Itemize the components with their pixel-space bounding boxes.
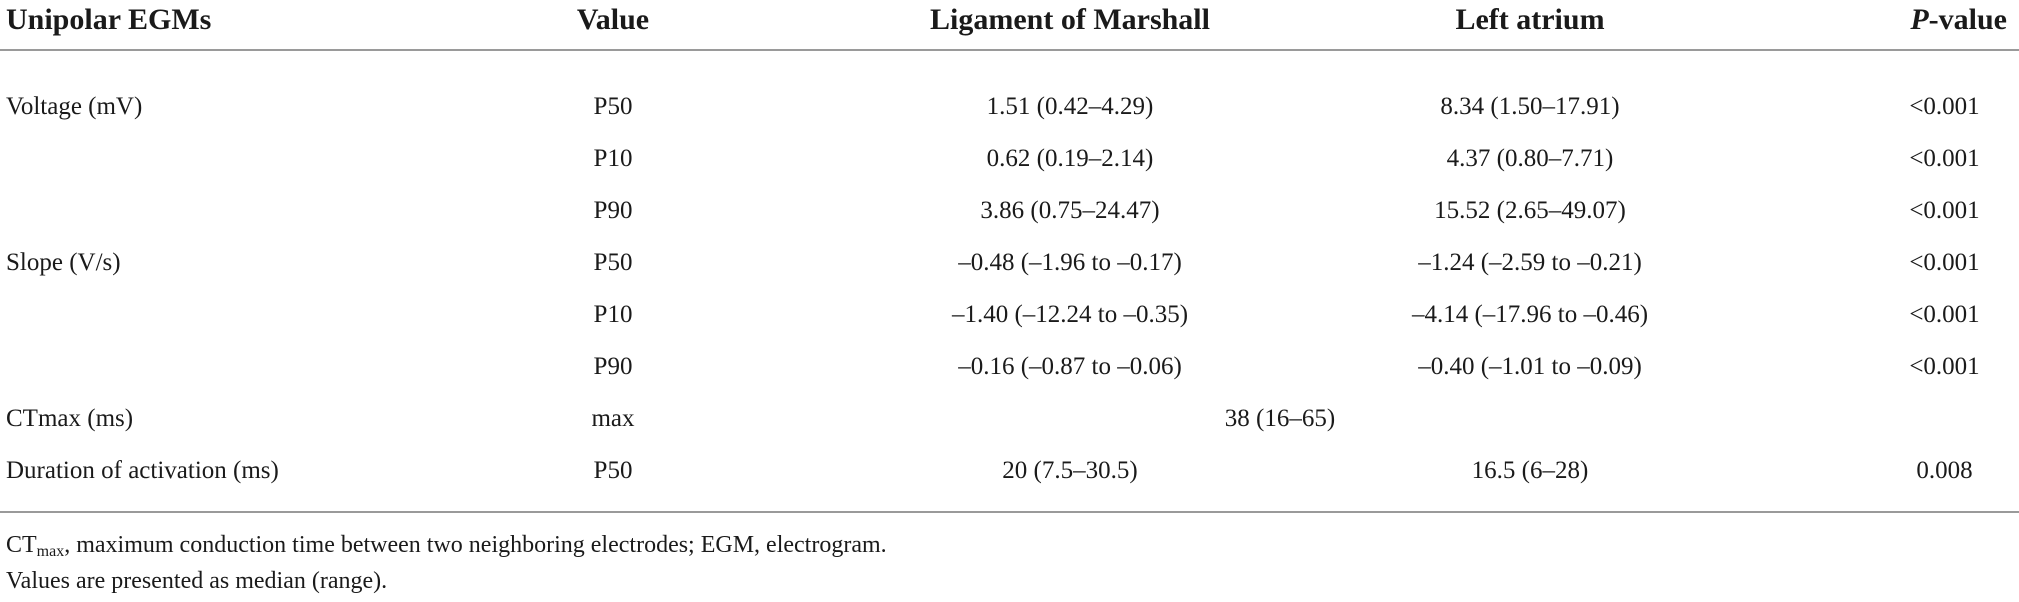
row-lom: 1.51 (0.42–4.29) bbox=[986, 93, 1154, 120]
row-label: Slope (V/s) bbox=[6, 249, 121, 276]
row-lom: 3.86 (0.75–24.47) bbox=[980, 197, 1160, 224]
row-la: 15.52 (2.65–49.07) bbox=[1434, 197, 1626, 224]
row-label: Duration of activation (ms) bbox=[6, 457, 279, 484]
footnote-ct-sub: max bbox=[36, 543, 65, 560]
header-rule bbox=[0, 49, 2019, 51]
row-lom: –0.16 (–0.87 to –0.06) bbox=[958, 353, 1182, 380]
bottom-rule bbox=[0, 511, 2019, 513]
row-label: CTmax (ms) bbox=[6, 405, 134, 432]
footnote-ct-rest: , maximum conduction time between two ne… bbox=[64, 532, 887, 558]
row-p: 0.008 bbox=[1916, 457, 1973, 484]
row-p: <0.001 bbox=[1909, 145, 1980, 172]
row-lom: –0.48 (–1.96 to –0.17) bbox=[958, 249, 1182, 276]
row-p: <0.001 bbox=[1909, 353, 1980, 380]
row-label: Voltage (mV) bbox=[6, 93, 143, 120]
footnote-abbreviations: CTmax, maximum conduction time between t… bbox=[6, 530, 887, 560]
row-value: P50 bbox=[593, 93, 633, 120]
row-lom: 20 (7.5–30.5) bbox=[1002, 457, 1138, 484]
row-lom: –1.40 (–12.24 to –0.35) bbox=[951, 301, 1189, 328]
row-la: –0.40 (–1.01 to –0.09) bbox=[1418, 353, 1642, 380]
header-ligament-of-marshall: Ligament of Marshall bbox=[930, 3, 1210, 36]
header-p-value: P-value bbox=[1880, 2, 2019, 38]
row-lom: 0.62 (0.19–2.14) bbox=[986, 145, 1154, 172]
row-value: P90 bbox=[593, 353, 633, 380]
row-value: P50 bbox=[593, 457, 633, 484]
row-la: 16.5 (6–28) bbox=[1471, 457, 1589, 484]
footnote-values: Values are presented as median (range). bbox=[6, 568, 388, 594]
header-p-rest: -value bbox=[1928, 3, 2007, 36]
row-value: P10 bbox=[593, 145, 633, 172]
row-p: <0.001 bbox=[1909, 93, 1980, 120]
row-value: P10 bbox=[593, 301, 633, 328]
row-la: –1.24 (–2.59 to –0.21) bbox=[1418, 249, 1642, 276]
header-left-atrium: Left atrium bbox=[1455, 3, 1605, 36]
row-la: –4.14 (–17.96 to –0.46) bbox=[1411, 301, 1649, 328]
row-span-value: 38 (16–65) bbox=[1224, 405, 1336, 432]
header-p-italic: P bbox=[1910, 3, 1929, 36]
header-value: Value bbox=[576, 3, 650, 36]
row-p: <0.001 bbox=[1909, 197, 1980, 224]
row-value: max bbox=[591, 405, 635, 432]
row-p: <0.001 bbox=[1909, 249, 1980, 276]
row-la: 8.34 (1.50–17.91) bbox=[1440, 93, 1620, 120]
row-la: 4.37 (0.80–7.71) bbox=[1446, 145, 1614, 172]
footnote-ct: CT bbox=[6, 532, 37, 558]
row-p: <0.001 bbox=[1909, 301, 1980, 328]
header-unipolar-egms: Unipolar EGMs bbox=[6, 3, 212, 36]
row-value: P90 bbox=[593, 197, 633, 224]
row-value: P50 bbox=[593, 249, 633, 276]
